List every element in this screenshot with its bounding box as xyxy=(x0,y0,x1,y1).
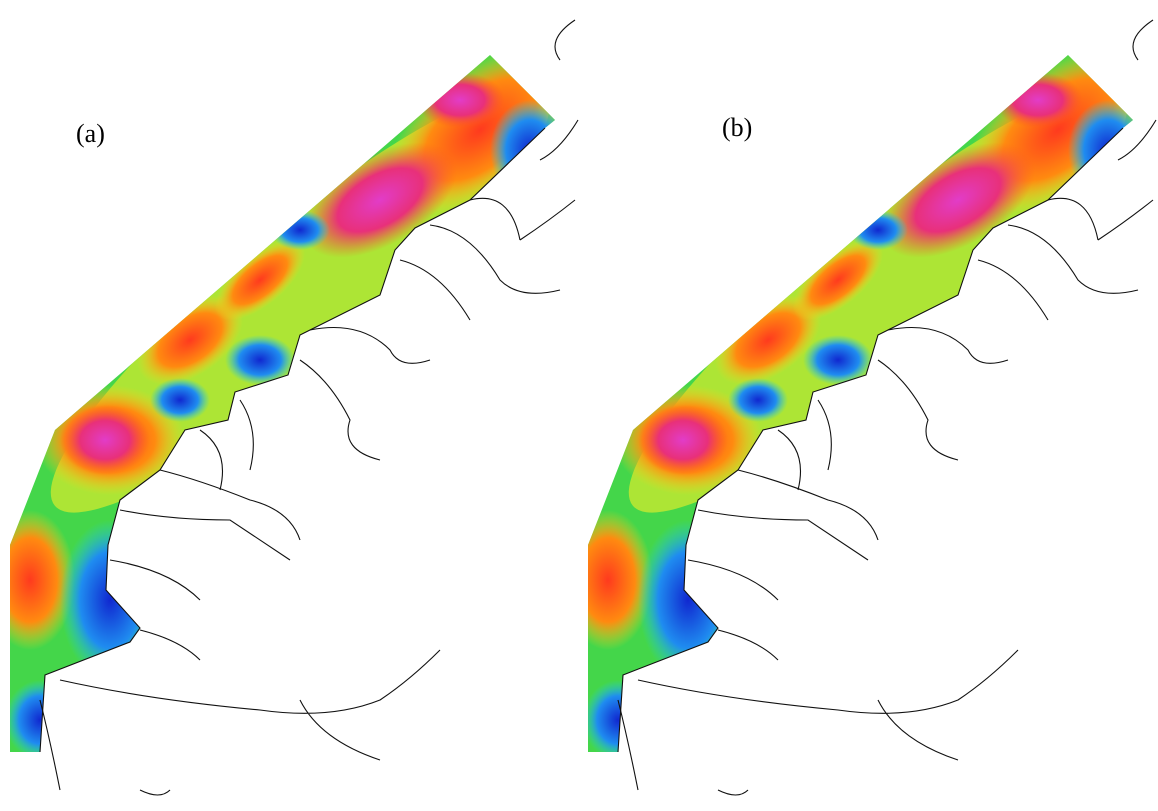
page: (a) (b) (() => { const data = JSON.parse… xyxy=(0,0,1158,811)
panel-label: (a) xyxy=(76,119,105,148)
panel-label: (b) xyxy=(722,113,752,142)
figure: (a) (b) xyxy=(0,0,1158,811)
map-panel-b xyxy=(563,13,1158,795)
